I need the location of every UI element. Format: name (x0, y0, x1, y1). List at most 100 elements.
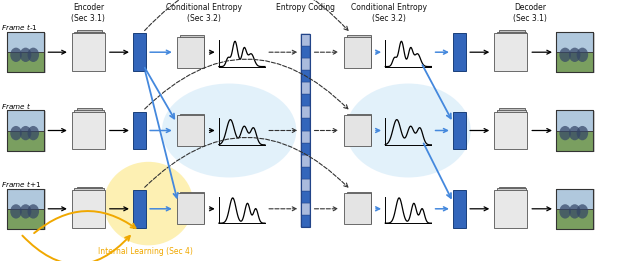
Bar (74, 188, 104, 226)
FancyArrowPatch shape (145, 137, 348, 187)
Bar (301, 179, 310, 191)
Ellipse shape (577, 126, 588, 140)
FancyArrowPatch shape (269, 207, 296, 211)
Bar (301, 143, 310, 155)
Bar (7, 32, 44, 52)
Text: Encoder
(Sec 3.1): Encoder (Sec 3.1) (72, 3, 105, 23)
FancyArrowPatch shape (22, 236, 130, 261)
Bar (301, 118, 310, 130)
Bar (556, 32, 593, 72)
Bar (301, 191, 310, 203)
Bar (556, 130, 593, 151)
Bar (301, 106, 310, 118)
Bar (558, 111, 595, 151)
Ellipse shape (104, 162, 193, 245)
Bar (499, 187, 525, 224)
Bar (453, 112, 466, 149)
Bar (556, 52, 593, 72)
Text: Conditional Entropy
(Sec 3.2): Conditional Entropy (Sec 3.2) (351, 3, 427, 23)
Bar (301, 130, 310, 143)
Bar (497, 188, 526, 226)
Bar (556, 110, 593, 151)
Bar (301, 167, 310, 179)
FancyArrowPatch shape (314, 129, 337, 132)
Bar (72, 33, 105, 71)
Bar (177, 193, 204, 224)
Bar (7, 110, 44, 130)
Bar (301, 34, 310, 46)
Ellipse shape (577, 204, 588, 219)
Bar (347, 35, 371, 67)
Bar (344, 115, 371, 146)
Bar (556, 188, 593, 229)
Bar (556, 188, 593, 209)
Bar (7, 130, 44, 151)
Bar (133, 190, 146, 228)
Bar (133, 33, 146, 71)
Bar (301, 203, 310, 215)
Bar (9, 33, 46, 73)
Bar (344, 193, 371, 224)
Bar (9, 111, 46, 151)
FancyArrowPatch shape (145, 0, 348, 31)
Bar (177, 115, 204, 146)
Bar (301, 82, 310, 94)
FancyArrowPatch shape (34, 211, 136, 233)
Bar (301, 58, 310, 70)
Bar (497, 110, 526, 148)
Bar (499, 30, 525, 68)
Ellipse shape (28, 204, 39, 219)
Bar (347, 114, 371, 145)
Bar (7, 32, 44, 72)
Text: Decoder
(Sec 3.1): Decoder (Sec 3.1) (513, 3, 547, 23)
Bar (7, 209, 44, 229)
Text: Entropy Coding: Entropy Coding (276, 3, 335, 11)
Bar (180, 35, 204, 67)
Bar (494, 190, 527, 228)
Ellipse shape (569, 204, 580, 219)
Bar (499, 109, 525, 146)
Ellipse shape (28, 48, 39, 62)
Ellipse shape (569, 126, 580, 140)
Bar (7, 52, 44, 72)
Ellipse shape (577, 48, 588, 62)
FancyArrowPatch shape (314, 50, 337, 54)
Bar (301, 215, 310, 227)
Bar (301, 155, 310, 167)
Bar (7, 110, 44, 151)
Bar (72, 112, 105, 149)
Bar (77, 30, 102, 68)
Ellipse shape (20, 126, 31, 140)
Ellipse shape (10, 126, 22, 140)
Bar (494, 112, 527, 149)
Bar (74, 32, 104, 70)
Bar (301, 46, 310, 58)
Ellipse shape (10, 48, 22, 62)
FancyArrowPatch shape (269, 129, 296, 132)
Bar (9, 189, 46, 230)
Bar (180, 114, 204, 145)
Ellipse shape (559, 126, 571, 140)
Bar (558, 189, 595, 230)
Ellipse shape (559, 204, 571, 219)
Bar (77, 109, 102, 146)
Bar (74, 110, 104, 148)
Bar (7, 188, 44, 209)
FancyArrowPatch shape (269, 50, 296, 54)
Bar (72, 190, 105, 228)
Ellipse shape (346, 84, 471, 177)
Bar (453, 33, 466, 71)
Bar (133, 112, 146, 149)
Bar (453, 190, 466, 228)
Text: Frame $t$: Frame $t$ (1, 101, 31, 111)
Bar (301, 70, 310, 82)
FancyArrowPatch shape (314, 207, 337, 211)
Bar (558, 33, 595, 73)
Ellipse shape (569, 48, 580, 62)
Ellipse shape (162, 84, 296, 177)
Ellipse shape (10, 204, 22, 219)
Bar (301, 34, 310, 227)
Ellipse shape (20, 204, 31, 219)
Bar (556, 32, 593, 52)
Ellipse shape (20, 48, 31, 62)
